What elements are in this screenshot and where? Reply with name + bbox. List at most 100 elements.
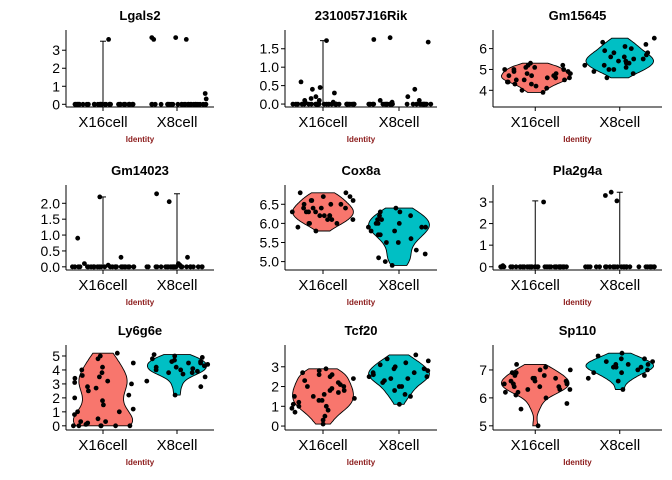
x-axis-label: Identity — [347, 298, 376, 307]
x-tick-label: X8cell — [157, 437, 198, 454]
y-tick-label: 0.5 — [260, 78, 280, 94]
data-point — [622, 44, 628, 49]
panel-title: Lgals2 — [119, 8, 160, 23]
data-point — [408, 213, 413, 219]
data-point — [608, 54, 614, 60]
y-tick-label: 2 — [52, 60, 60, 76]
y-tick-label: 5 — [479, 61, 487, 77]
data-point — [332, 90, 337, 96]
x-tick-label: X16cell — [78, 277, 127, 294]
data-point — [343, 205, 348, 211]
data-point — [631, 56, 637, 62]
data-point — [423, 224, 428, 230]
data-point — [316, 372, 322, 378]
data-point — [195, 368, 200, 374]
data-point — [114, 350, 120, 356]
data-point — [541, 373, 547, 378]
data-point — [153, 264, 159, 270]
data-point — [542, 264, 548, 270]
data-point — [387, 101, 393, 107]
data-point — [532, 65, 538, 70]
data-point — [130, 406, 136, 412]
panel-title: Ly6g6e — [118, 323, 162, 338]
x-tick-label: X16cell — [511, 277, 560, 294]
data-point — [118, 254, 124, 260]
data-point — [528, 60, 533, 66]
data-point — [621, 54, 627, 60]
y-tick-label: 5 — [52, 348, 60, 364]
data-point — [290, 401, 296, 407]
data-point — [323, 403, 329, 409]
data-point — [614, 198, 620, 204]
data-point — [320, 417, 326, 423]
data-point — [93, 385, 99, 391]
data-point — [615, 264, 620, 270]
data-point — [289, 209, 295, 215]
data-point — [343, 190, 349, 196]
data-point — [601, 62, 607, 68]
data-point — [334, 221, 340, 226]
y-tick-label: 0 — [52, 418, 60, 434]
x-tick-label: X8cell — [379, 114, 420, 131]
data-point — [126, 392, 132, 398]
data-point — [175, 101, 181, 107]
violin-X16cell — [72, 352, 134, 427]
data-point — [425, 39, 431, 45]
data-point — [561, 264, 567, 270]
data-point — [366, 374, 372, 380]
x-axis-label: Identity — [347, 458, 376, 467]
data-point — [642, 373, 647, 378]
data-point — [190, 366, 196, 371]
data-point — [604, 264, 609, 270]
data-point — [307, 221, 312, 226]
y-tick-label: 1.5 — [260, 41, 280, 57]
y-tick-label: 4 — [52, 362, 60, 378]
x-tick-label: X16cell — [298, 114, 347, 131]
y-tick-label: 0 — [479, 259, 487, 275]
panel-title: Sp110 — [559, 323, 597, 338]
data-point — [149, 101, 155, 107]
data-point — [106, 37, 111, 42]
data-point — [163, 264, 169, 270]
data-point — [80, 101, 86, 107]
data-point — [316, 398, 322, 403]
data-point — [153, 364, 159, 370]
data-point — [610, 264, 616, 270]
data-point — [173, 35, 179, 40]
data-point — [528, 264, 534, 270]
data-point — [413, 352, 419, 358]
data-point — [520, 264, 525, 270]
data-point — [310, 394, 316, 399]
data-point — [97, 101, 103, 107]
data-point — [552, 264, 557, 270]
data-point — [180, 371, 186, 377]
y-tick-label: 3 — [479, 194, 487, 210]
panel-5: Pla2g4a 0 1 2 3 X16cell X8cell Identity — [479, 163, 662, 307]
data-point — [77, 264, 83, 270]
data-point — [100, 364, 105, 370]
data-point — [98, 264, 104, 270]
data-point — [85, 264, 90, 270]
data-point — [154, 191, 160, 197]
data-point — [585, 375, 591, 381]
data-point — [511, 67, 517, 72]
data-point — [619, 350, 625, 356]
x-tick-label: X8cell — [379, 277, 420, 294]
data-point — [199, 355, 205, 360]
y-tick-label: 3 — [52, 42, 60, 58]
data-point — [593, 264, 599, 270]
data-point — [556, 384, 562, 390]
data-point — [619, 264, 624, 270]
data-point — [591, 370, 597, 376]
data-point — [533, 83, 539, 89]
y-tick-label: 2.0 — [41, 195, 61, 211]
data-point — [382, 378, 387, 383]
data-point — [150, 356, 155, 362]
violin-X8cell — [368, 207, 430, 266]
data-point — [200, 101, 206, 107]
data-point — [313, 209, 318, 215]
data-point — [625, 362, 631, 367]
